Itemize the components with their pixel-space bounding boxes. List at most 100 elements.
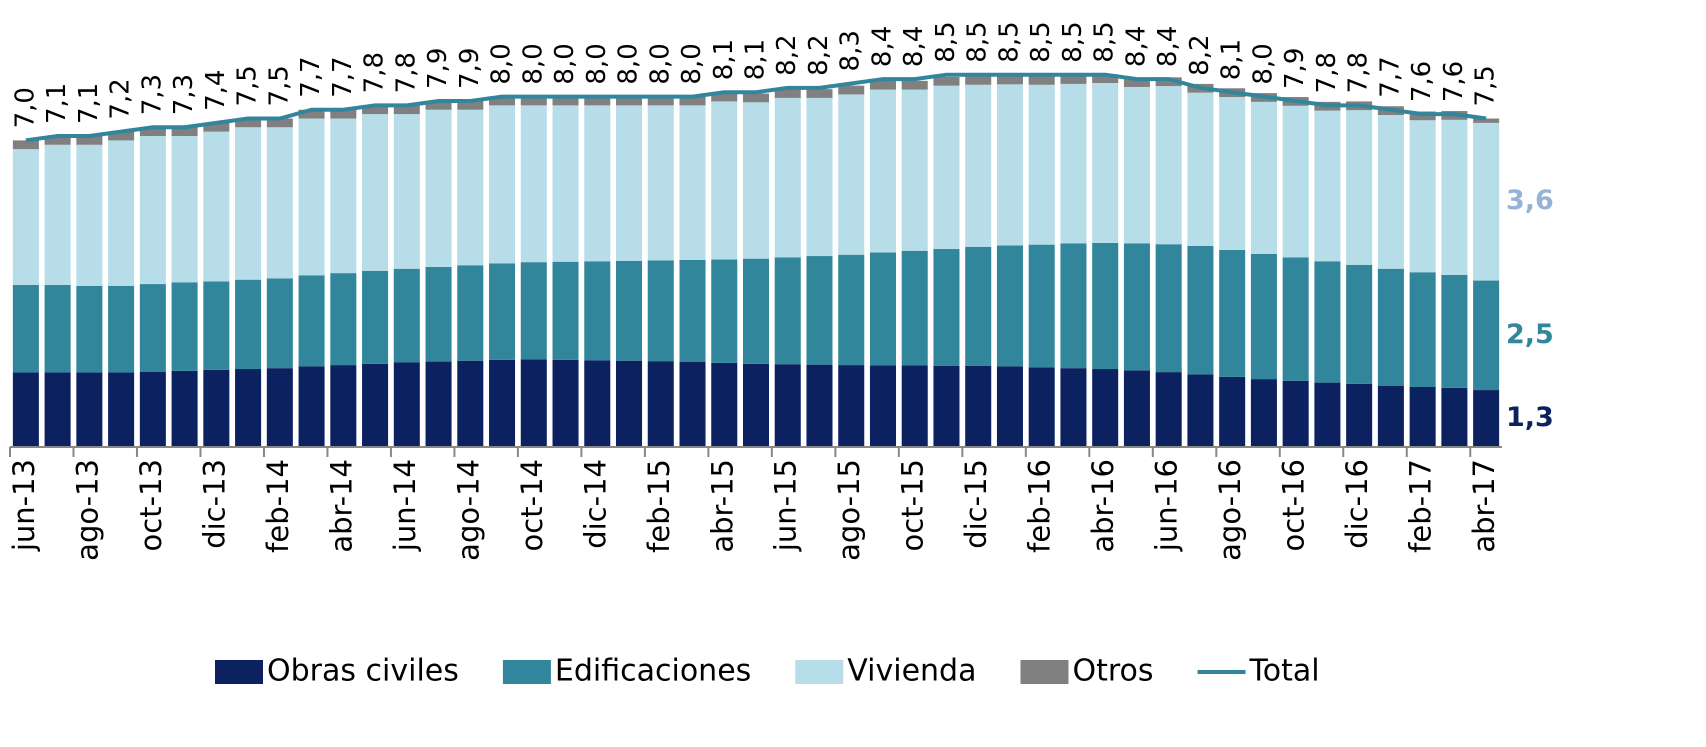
bar-segment [806, 256, 833, 365]
value-label: 1,3 [1506, 402, 1554, 433]
total-label: 8,0 [677, 43, 707, 84]
legend-swatch [795, 660, 844, 684]
bar-segment [362, 270, 389, 364]
bar-segment [965, 246, 992, 366]
bar-segment [393, 114, 420, 269]
bar-segment [520, 96, 547, 106]
x-tick-label: oct-14 [515, 459, 549, 551]
bar-segment [552, 359, 579, 447]
bar-segment [1282, 105, 1309, 258]
x-tick-label: oct-16 [1277, 459, 1311, 551]
bar-segment [425, 100, 452, 110]
bar-segment [393, 362, 420, 447]
bar-segment [520, 262, 547, 360]
bar-segment [203, 131, 230, 282]
total-label: 7,8 [360, 52, 390, 93]
bar-segment [774, 89, 801, 98]
bar-segment [584, 360, 611, 447]
total-label: 8,0 [582, 43, 612, 84]
total-label: 7,4 [201, 70, 231, 111]
total-label: 7,6 [1407, 61, 1437, 102]
bar-segment [838, 94, 865, 255]
total-label: 8,0 [1248, 43, 1278, 84]
bar-segment [235, 127, 262, 280]
bar-segment [1092, 369, 1119, 447]
bar-segment [1060, 368, 1087, 447]
legend-label: Otros [1072, 654, 1153, 689]
bar-segment [266, 278, 293, 369]
bar-segment [1028, 244, 1055, 368]
total-label: 8,2 [1185, 34, 1215, 75]
bar-segment [108, 140, 135, 286]
bar-segment [298, 118, 325, 276]
total-label: 8,4 [899, 26, 929, 67]
bar-segment [203, 122, 230, 132]
x-tick-label: feb-14 [261, 459, 295, 553]
bar-segment [1473, 280, 1500, 391]
bar-segment [965, 76, 992, 85]
bar-segment [171, 370, 198, 447]
bar-segment [869, 365, 896, 447]
bar-segment [1250, 101, 1277, 254]
total-label: 8,4 [1121, 26, 1151, 67]
bar-segment [679, 259, 706, 363]
bar-segment [489, 105, 516, 264]
bar-segment [266, 118, 293, 128]
bar-segment [266, 368, 293, 447]
bar-segment [806, 364, 833, 447]
total-label: 7,8 [1312, 52, 1342, 93]
x-tick-label: ago-16 [1213, 459, 1247, 561]
total-label: 7,1 [74, 83, 104, 124]
bar-segment [647, 361, 674, 447]
bar-segment [1123, 78, 1150, 87]
total-label: 7,7 [296, 56, 326, 97]
total-label: 7,5 [264, 65, 294, 106]
x-tick-label: jun-16 [1150, 459, 1184, 552]
total-label: 8,2 [804, 34, 834, 75]
total-label: 8,1 [1217, 39, 1247, 80]
bar-segment [1441, 274, 1468, 388]
x-tick-label: feb-17 [1404, 459, 1438, 553]
bar-segment [1060, 75, 1087, 84]
bar-segment [1155, 86, 1182, 245]
total-label: 8,1 [741, 39, 771, 80]
bar-segment [711, 259, 738, 363]
bar-segment [1123, 86, 1150, 244]
bar-segment [76, 285, 103, 373]
total-label: 7,8 [1344, 52, 1374, 93]
x-tick-label: jun-14 [388, 459, 422, 552]
bar-segment [235, 118, 262, 128]
x-tick-label: ago-13 [70, 459, 104, 561]
bar-segment [1123, 370, 1150, 447]
bar-segment [806, 97, 833, 257]
bar-segment [774, 364, 801, 447]
bar-segment [520, 359, 547, 447]
bar-segment [1314, 110, 1341, 262]
total-label: 8,0 [614, 43, 644, 84]
bar-segment [489, 96, 516, 106]
bar-segment [584, 105, 611, 262]
bar-segment [298, 366, 325, 447]
bar-segment [616, 360, 643, 447]
bar-segment [1377, 114, 1404, 269]
bar-segment [108, 285, 135, 373]
bar-segment [1346, 264, 1373, 384]
bar-segment [139, 127, 166, 137]
bar-segment [1441, 387, 1468, 447]
bar-segment [933, 76, 960, 86]
x-tick-label: ago-15 [832, 459, 866, 561]
total-label: 8,3 [836, 30, 866, 71]
bar-segment [742, 363, 770, 447]
bar-segment [203, 369, 230, 447]
bar-segment [584, 261, 611, 361]
bar-segment [774, 97, 801, 258]
bar-segment [393, 105, 420, 115]
bar-segment [457, 100, 484, 110]
bar-segment [711, 362, 738, 447]
bar-segment [457, 265, 484, 361]
bar-segment [76, 136, 103, 145]
bar-segment [108, 131, 135, 141]
x-tick-label: oct-15 [896, 459, 930, 551]
bar-segment [1092, 83, 1119, 243]
bar-segment [1409, 386, 1436, 447]
